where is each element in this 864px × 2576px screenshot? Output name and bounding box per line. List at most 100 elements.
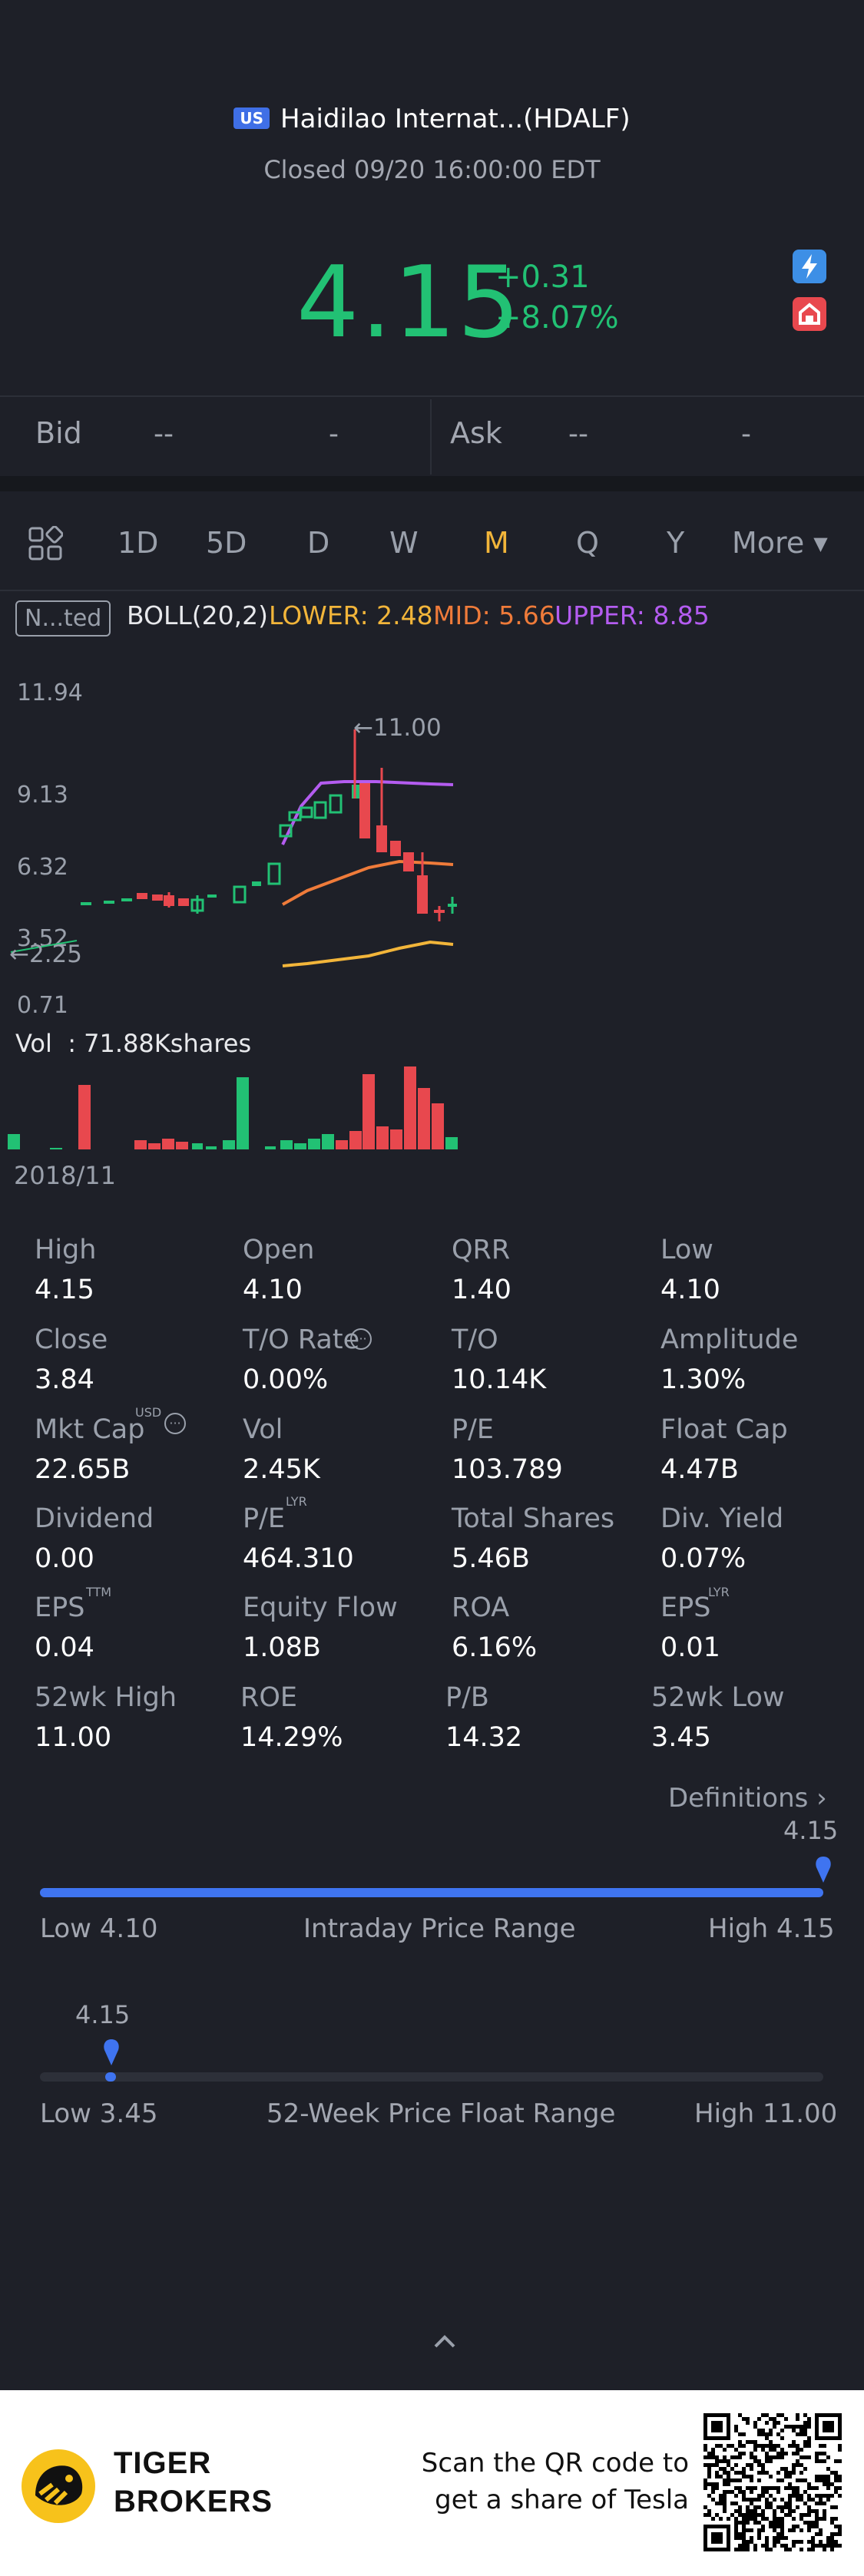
chevron-up-icon[interactable]: [432, 2334, 457, 2349]
promo-line1: Scan the QR code to: [421, 2448, 689, 2478]
price-change: +0.31: [495, 260, 590, 295]
stock-title: US Haidilao Internat...(HDALF): [0, 104, 864, 134]
stat-label: Dividend: [35, 1503, 154, 1534]
week52-range-fill: [104, 2072, 116, 2082]
section-separator: [0, 476, 864, 491]
candle: [417, 875, 428, 914]
brand-name-line2: BROKERS: [114, 2485, 273, 2518]
stock-name: Haidilao Internat...(HDALF): [280, 104, 631, 134]
currency-superscript: USD: [135, 1405, 162, 1420]
stat-label: Total Shares: [452, 1503, 615, 1534]
week52-marker-icon: [104, 2039, 119, 2065]
stat-value: 14.32: [445, 1722, 523, 1753]
volume-bar: [294, 1143, 306, 1149]
y-tick: 9.13: [17, 782, 68, 809]
ttm-superscript: TTM: [86, 1585, 112, 1599]
stat-label: Open: [243, 1235, 315, 1265]
candle: [137, 893, 147, 899]
volume-bar: [322, 1134, 334, 1149]
divider: [430, 399, 432, 475]
more-label: More: [732, 526, 805, 560]
candle: [376, 825, 387, 852]
definitions-link[interactable]: Definitions ›: [668, 1783, 827, 1814]
candle: [390, 841, 401, 856]
stat-value: 10.14K: [452, 1364, 547, 1395]
intraday-current-value: 4.15: [783, 1816, 839, 1845]
y-tick: 0.71: [17, 992, 68, 1019]
stat-value: 5.46B: [452, 1543, 530, 1574]
lyr-superscript: LYR: [286, 1494, 307, 1509]
y-tick: 11.94: [17, 680, 83, 706]
candle: [403, 852, 414, 871]
tab-q[interactable]: Q: [576, 526, 599, 560]
volume-bar: [50, 1148, 62, 1149]
market-status: Closed 09/20 16:00:00 EDT: [263, 155, 601, 184]
layout-grid-icon[interactable]: [28, 526, 63, 561]
stat-value: 464.310: [243, 1543, 354, 1574]
stat-value: 14.29%: [240, 1722, 343, 1753]
volume-chart: [8, 1066, 458, 1149]
price-chart[interactable]: [0, 691, 476, 998]
volume-bar: [349, 1131, 362, 1149]
stat-value: 0.04: [35, 1632, 94, 1663]
volume-bar: [78, 1085, 91, 1149]
stat-label: 52wk High: [35, 1682, 177, 1713]
stat-label: Equity Flow: [243, 1592, 398, 1623]
candle: [313, 801, 327, 819]
candle: [81, 902, 91, 905]
stat-label: Div. Yield: [660, 1503, 784, 1534]
volume-bar: [418, 1088, 430, 1149]
stat-value: 3.45: [651, 1722, 711, 1753]
stat-value: 4.47B: [660, 1454, 739, 1485]
tab-d[interactable]: D: [307, 526, 330, 560]
tab-more[interactable]: More ▼: [732, 526, 828, 560]
lyr-superscript: LYR: [708, 1585, 730, 1599]
stat-label: EPS: [660, 1592, 711, 1623]
stat-label: Mkt Cap: [35, 1414, 145, 1445]
stat-label: P/E: [243, 1503, 286, 1534]
stat-label: Close: [35, 1324, 108, 1355]
stat-value: 0.01: [660, 1632, 720, 1663]
stat-label: QRR: [452, 1235, 511, 1265]
volume-bar: [148, 1143, 161, 1149]
week52-low: Low 3.45: [40, 2098, 158, 2129]
candle: [207, 894, 217, 898]
stat-value: 4.15: [35, 1275, 94, 1305]
volume-bar: [176, 1142, 188, 1149]
info-icon[interactable]: ···: [350, 1328, 372, 1350]
indicator-lower: LOWER: 2.48: [269, 600, 433, 630]
max-price-label: ←11.00: [353, 714, 442, 742]
week52-current-value: 4.15: [75, 2000, 131, 2029]
stat-label: T/O: [452, 1324, 498, 1355]
bolt-icon[interactable]: [793, 250, 826, 283]
stat-label: P/E: [452, 1414, 495, 1445]
indicator-selector[interactable]: N...ted: [15, 600, 111, 637]
candle: [121, 898, 132, 901]
boll-lower-line: [282, 940, 454, 967]
info-icon[interactable]: ···: [164, 1413, 186, 1434]
divider: [0, 395, 864, 397]
tab-5d[interactable]: 5D: [206, 526, 247, 560]
chart-start-date: 2018/11: [14, 1161, 116, 1190]
stat-label: Float Cap: [660, 1414, 788, 1445]
tab-1d[interactable]: 1D: [118, 526, 159, 560]
tab-w[interactable]: W: [389, 526, 419, 560]
volume-bar: [265, 1146, 276, 1149]
stat-value: 6.16%: [452, 1632, 538, 1663]
volume-bar: [206, 1146, 217, 1149]
tiger-logo-icon: [22, 2449, 95, 2523]
candles: [81, 729, 457, 921]
stat-value: 103.789: [452, 1454, 563, 1485]
stat-label: Amplitude: [660, 1324, 799, 1355]
candle: [104, 901, 114, 904]
stat-label: 52wk Low: [651, 1682, 785, 1713]
stat-label: P/B: [445, 1682, 489, 1713]
volume-bar: [376, 1126, 389, 1149]
store-icon[interactable]: [793, 297, 826, 331]
stat-label: Low: [660, 1235, 713, 1265]
candle: [178, 898, 189, 906]
tab-y[interactable]: Y: [667, 526, 685, 560]
volume-bar: [308, 1139, 320, 1149]
tab-m[interactable]: M: [484, 526, 509, 560]
promo-footer: TIGER BROKERS Scan the QR code to get a …: [0, 2390, 864, 2576]
